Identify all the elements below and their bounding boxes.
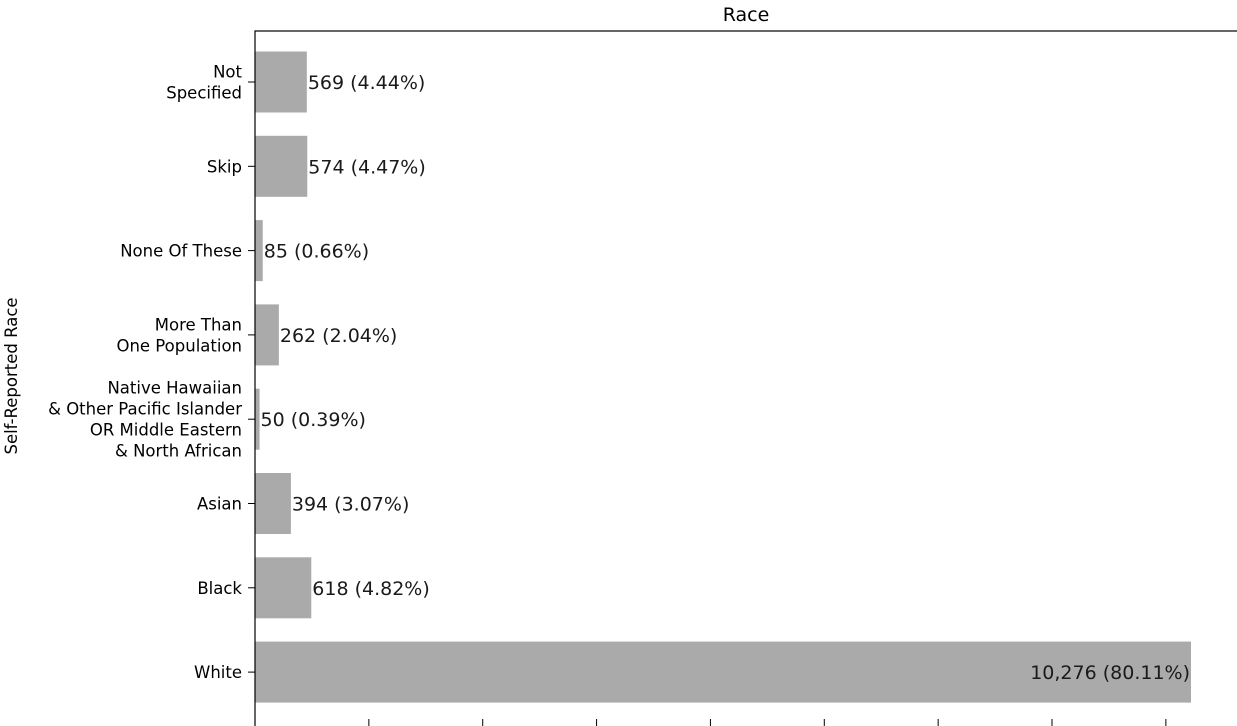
x-ticks-layer (254, 719, 1167, 726)
y-tick-label-black: Black (197, 579, 242, 598)
bar-white (255, 641, 1191, 703)
y-tick-label-more-than-one-population: More Than One Population (116, 315, 242, 355)
y-tick-label-white: White (194, 663, 242, 682)
value-label-more-than-one-population: 262 (2.04%) (280, 325, 398, 347)
bar-skip (255, 135, 308, 197)
bar-more-than-one-population (255, 304, 279, 366)
bar-none-of-these (255, 220, 263, 282)
bar-asian (255, 473, 291, 534)
y-tick-label-asian: Asian (197, 495, 242, 514)
plot-area-frame (254, 30, 1237, 726)
value-label-black: 618 (4.82%) (312, 578, 430, 600)
y-tick-label-native-hawaiian-other-pacific-islander-or-middle-eastern-north-african: Native Hawaiian & Other Pacific Islander O… (48, 379, 242, 461)
y-tick-label-skip: Skip (207, 157, 242, 176)
value-label-white: 10,276 (80.11%) (1030, 662, 1190, 684)
bar-not-specified (255, 51, 307, 113)
y-tick-label-none-of-these: None Of These (120, 242, 242, 261)
y-tick-label-not-specified: Not Specified (166, 63, 242, 103)
value-labels-layer: 569 (4.44%) 574 (4.47%) 85 (0.66%) 262 (2.0… (261, 72, 1190, 684)
y-axis-label: Self-Reported Race (2, 297, 21, 454)
value-label-native-hawaiian-other-pacific-islander-or-middle-eastern-north-african: 50 (0.39%) (261, 409, 366, 431)
value-label-none-of-these: 85 (0.66%) (264, 241, 369, 263)
y-ticks-layer: Not Specified Skip None Of These More Than On… (48, 63, 255, 682)
value-label-asian: 394 (3.07%) (292, 494, 410, 516)
bars-layer (255, 51, 1191, 703)
bar-black (255, 557, 312, 619)
chart-title: Race (723, 4, 770, 26)
value-label-not-specified: 569 (4.44%) (308, 72, 426, 94)
value-label-skip: 574 (4.47%) (308, 156, 426, 178)
bar-native-hawaiian-other-pacific-islander-or-middle-eastern-north-african (255, 388, 260, 450)
